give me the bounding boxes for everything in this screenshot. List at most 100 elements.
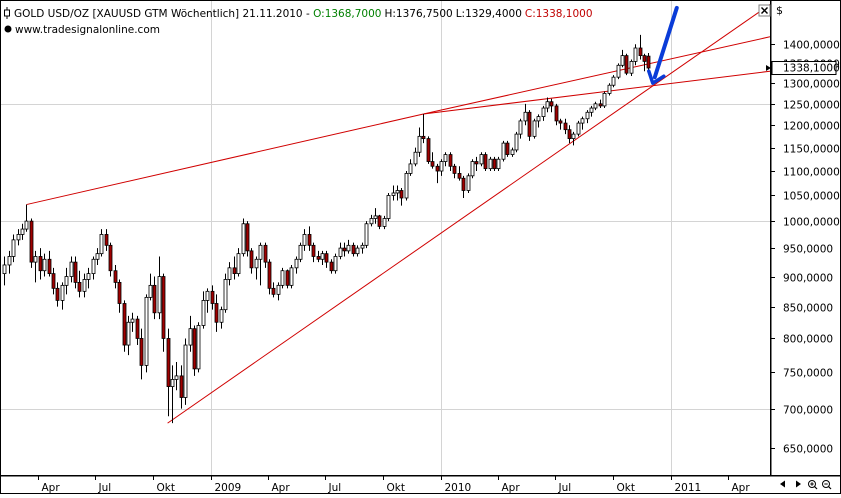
candle bbox=[55, 282, 60, 307]
candle bbox=[320, 250, 325, 265]
candle-body bbox=[386, 195, 391, 219]
candle-body bbox=[430, 161, 435, 167]
candle bbox=[549, 98, 554, 113]
candle bbox=[69, 256, 74, 283]
candle-body bbox=[373, 215, 378, 219]
candle-body bbox=[144, 296, 149, 366]
candle-body bbox=[417, 135, 422, 153]
candle-body bbox=[642, 55, 647, 62]
candle-body bbox=[382, 218, 387, 227]
currency-symbol: $ bbox=[776, 4, 783, 17]
scroll-left-icon[interactable] bbox=[780, 480, 785, 488]
candle-body bbox=[263, 244, 268, 263]
candle-body bbox=[227, 267, 232, 280]
candle bbox=[338, 242, 343, 260]
candle bbox=[514, 131, 519, 153]
candle bbox=[571, 131, 576, 146]
candle-body bbox=[126, 321, 131, 346]
candle bbox=[430, 152, 435, 169]
candle bbox=[316, 250, 321, 263]
candle bbox=[541, 105, 546, 121]
last-price-pointer bbox=[766, 65, 771, 72]
candle-body bbox=[86, 273, 91, 280]
candle-body bbox=[532, 120, 537, 137]
trendline-layer bbox=[26, 4, 770, 424]
candle bbox=[174, 361, 179, 391]
candle-body bbox=[285, 270, 290, 286]
candle-body bbox=[38, 256, 43, 272]
candle-body bbox=[219, 309, 224, 323]
candle bbox=[201, 291, 206, 329]
candle-body bbox=[571, 133, 576, 139]
candle-body bbox=[157, 276, 162, 314]
candle-body bbox=[545, 101, 550, 109]
candle-body bbox=[316, 256, 321, 260]
candle bbox=[346, 239, 351, 254]
candle-body bbox=[130, 318, 135, 323]
candle-body bbox=[585, 111, 590, 120]
candle-body bbox=[541, 107, 546, 117]
candle bbox=[47, 250, 52, 277]
candle bbox=[95, 248, 100, 265]
candle-body bbox=[117, 281, 122, 304]
zoom-out-icon[interactable] bbox=[822, 480, 832, 490]
candle bbox=[148, 273, 153, 301]
candle-body bbox=[466, 175, 471, 191]
candle-body bbox=[589, 107, 594, 113]
candle bbox=[607, 83, 612, 96]
candle-body bbox=[33, 256, 38, 263]
candle bbox=[219, 306, 224, 329]
x-tick-label: 2010 bbox=[445, 482, 472, 494]
candle bbox=[210, 285, 215, 310]
candle-body bbox=[364, 223, 369, 246]
x-axis-panel bbox=[0, 475, 841, 494]
candle-body bbox=[271, 287, 276, 295]
candle bbox=[183, 338, 188, 405]
candle bbox=[294, 256, 299, 274]
candle bbox=[399, 188, 404, 206]
candle bbox=[364, 221, 369, 249]
zoom-in-icon[interactable] bbox=[808, 480, 818, 490]
candle-body bbox=[196, 325, 201, 370]
candle bbox=[452, 163, 457, 179]
candle-body bbox=[457, 173, 462, 179]
instrument-label: GOLD USD/OZ [XAUUSD GTM Wöchentlich] 21.… bbox=[14, 8, 313, 20]
candle-body bbox=[360, 244, 365, 249]
candle-body bbox=[307, 234, 312, 246]
candle-body bbox=[443, 154, 448, 162]
candle bbox=[64, 267, 69, 295]
candle bbox=[620, 49, 625, 68]
candle bbox=[642, 53, 647, 72]
y-tick-label: 700,0000 bbox=[783, 405, 833, 417]
x-tick-label: Okt bbox=[157, 482, 175, 494]
candle-body bbox=[174, 375, 179, 380]
candle bbox=[298, 242, 303, 263]
candle-body bbox=[179, 375, 184, 398]
candle bbox=[554, 103, 559, 126]
close-icon[interactable] bbox=[758, 4, 771, 17]
trendline bbox=[423, 36, 770, 115]
candle-body bbox=[152, 284, 157, 314]
candle bbox=[439, 159, 444, 176]
candle-body bbox=[342, 247, 347, 252]
y-tick-label: 750,0000 bbox=[783, 368, 833, 380]
candle-body bbox=[122, 303, 127, 346]
candle bbox=[333, 253, 338, 274]
candle bbox=[501, 140, 506, 162]
candle bbox=[271, 282, 276, 298]
x-tick-label: 2009 bbox=[215, 482, 242, 494]
candle bbox=[38, 248, 43, 280]
candle-body bbox=[113, 270, 118, 283]
y-tick-label: 850,0000 bbox=[783, 303, 833, 315]
scroll-right-icon[interactable] bbox=[796, 480, 801, 488]
y-tick-label: 650,0000 bbox=[783, 444, 833, 456]
candle-body bbox=[413, 151, 418, 165]
candle bbox=[227, 262, 232, 286]
candle bbox=[351, 242, 356, 257]
candle-body bbox=[7, 256, 12, 266]
candle-body bbox=[135, 318, 140, 339]
candle-body bbox=[254, 258, 259, 269]
website-label: www.tradesignalonline.com bbox=[15, 24, 160, 36]
candle bbox=[99, 229, 104, 257]
candle bbox=[598, 99, 603, 109]
